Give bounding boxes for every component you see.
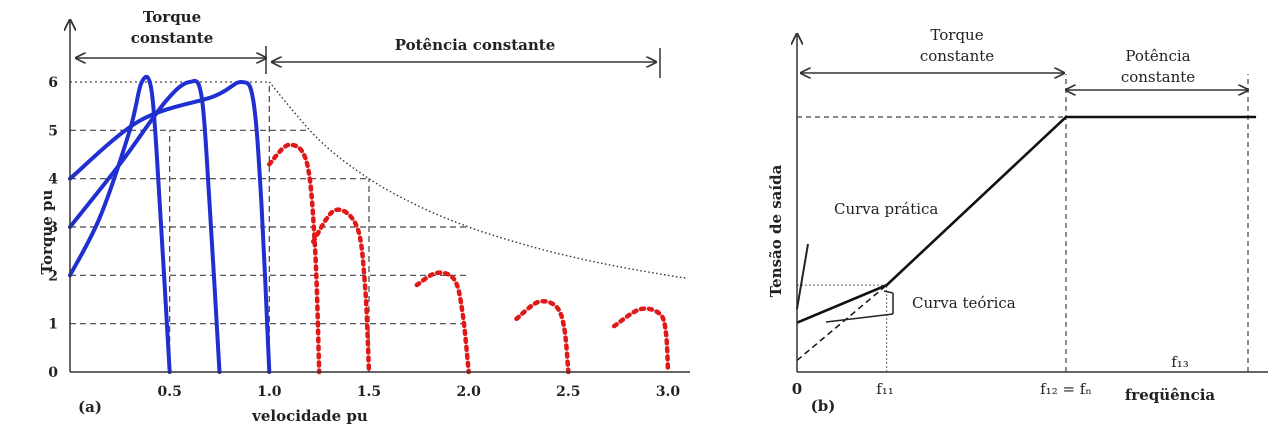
b-annotation-practical: Curva prática <box>834 200 938 218</box>
panel-a: 0.5 1.0 1.5 2.0 2.5 3.0 0 1 2 3 4 5 6 Torque consta… <box>38 8 690 425</box>
b-theoretical-leader <box>883 290 894 294</box>
a-constant-power-curve-4 <box>611 306 671 375</box>
b-power-region-label-1: Potência <box>1125 47 1190 65</box>
a-constant-torque-curve-0 <box>68 74 172 374</box>
a-constant-power-curve-2 <box>414 270 471 375</box>
b-practical-curve <box>796 243 809 310</box>
a-constant-power-curve-1 <box>310 207 372 375</box>
a-axes <box>70 20 690 373</box>
b-torque-region-label-2: constante <box>920 47 994 65</box>
a-x-axis-label: velocidade pu <box>251 407 368 425</box>
a-envelope-curve <box>268 81 688 279</box>
a-y-axis-label: Torque pu <box>38 189 56 274</box>
a-x-tick-label: 2.0 <box>456 384 481 400</box>
a-torque-region-label-2: constante <box>131 29 214 47</box>
b-x-tick-0: 0 <box>792 380 802 398</box>
a-torque-region-label-1: Torque <box>143 8 201 26</box>
a-x-tick-label: 3.0 <box>656 384 681 400</box>
a-y-tick-label: 1 <box>48 317 58 333</box>
a-y-tick-label: 5 <box>48 123 58 139</box>
b-torque-region-label-1: Torque <box>930 26 983 44</box>
panel-b: Torque constante Potência constante Curv… <box>767 26 1268 415</box>
a-x-tick-label: 1.5 <box>357 384 381 400</box>
a-y-tick-label: 6 <box>48 75 58 91</box>
a-constant-power-group <box>267 142 671 375</box>
b-x-tick-f11: f₁₁ <box>876 380 894 398</box>
b-panel-label: (b) <box>811 397 836 415</box>
b-power-region-label-2: constante <box>1121 68 1195 86</box>
b-guides <box>797 74 1249 372</box>
b-y-axis-label: Tensão de saída <box>767 164 785 297</box>
a-constant-power-curve-0 <box>267 142 322 375</box>
b-x-tick-f12: f₁₂ = fₙ <box>1040 380 1092 398</box>
a-x-tick-labels: 0.5 1.0 1.5 2.0 2.5 3.0 <box>157 384 680 400</box>
a-x-tick-label: 1.0 <box>257 384 282 400</box>
b-series-line-0 <box>796 115 1257 324</box>
a-power-region-label: Potência constante <box>395 36 556 54</box>
a-x-tick-label: 0.5 <box>157 384 181 400</box>
b-series-line-1 <box>796 284 888 361</box>
a-constant-power-curve-3 <box>514 298 571 375</box>
a-y-tick-label: 4 <box>48 172 58 188</box>
a-panel-label: (a) <box>78 398 102 416</box>
a-y-tick-label: 0 <box>48 365 58 381</box>
a-constant-torque-curve-2 <box>68 80 272 374</box>
b-axes <box>797 34 1268 373</box>
b-annotation-theoretical: Curva teórica <box>912 294 1016 312</box>
a-constant-torque-curve-1 <box>68 78 222 374</box>
b-x-label-f13: f₁₃ <box>1171 353 1189 371</box>
a-envelope-group <box>268 81 688 279</box>
a-x-tick-label: 2.5 <box>556 384 580 400</box>
a-y-tick-label: 2 <box>48 268 58 284</box>
b-series-group <box>796 115 1257 361</box>
a-y-tick-label: 3 <box>48 220 58 236</box>
a-y-tick-labels: 0 1 2 3 4 5 6 <box>48 75 58 381</box>
b-x-axis-label: freqüência <box>1125 386 1216 404</box>
a-constant-torque-group <box>68 74 272 374</box>
